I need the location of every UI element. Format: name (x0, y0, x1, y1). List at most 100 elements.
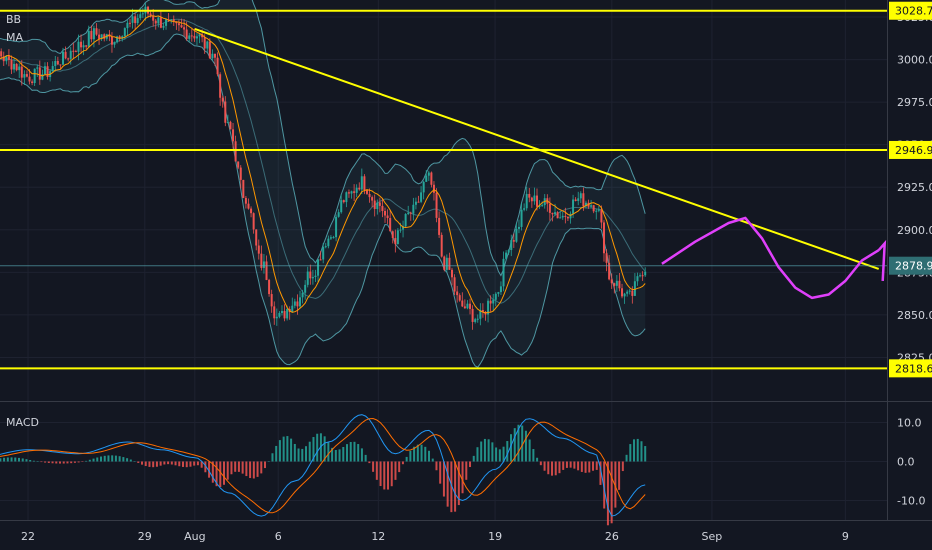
trendline (194, 27, 880, 270)
macd-histogram-bar (163, 461, 166, 465)
candle-body (479, 310, 482, 319)
ma-indicator-label[interactable]: MA (6, 31, 24, 44)
candle-body (376, 202, 379, 210)
macd-histogram-bar (319, 433, 322, 462)
macd-histogram-bar (543, 461, 546, 471)
macd-histogram-bar (211, 461, 214, 483)
candle-body (608, 262, 611, 280)
macd-histogram-bar (413, 446, 416, 462)
price-axis-tick-label: 2850.0 (897, 309, 932, 322)
macd-histogram-bar (573, 461, 576, 469)
macd-line (0, 414, 646, 517)
time-axis-tick-label: 22 (21, 530, 35, 543)
candle-body (165, 19, 168, 26)
candle-body (100, 34, 103, 39)
candle-body (641, 275, 644, 277)
macd-histogram-bar (122, 457, 125, 462)
candle-body (304, 284, 307, 293)
macd-histogram-bar (565, 461, 568, 468)
macd-histogram-bar (461, 461, 464, 494)
candle-body (13, 63, 16, 70)
macd-histogram-bar (178, 461, 181, 467)
candle-body (329, 237, 332, 239)
candle-body (90, 30, 93, 40)
candle-body (404, 213, 407, 227)
candle-body (87, 30, 90, 47)
candle-body (487, 300, 490, 315)
candle-body (268, 279, 271, 295)
candle-body (180, 25, 183, 28)
candle-body (242, 179, 245, 198)
time-axis-tick-label: 6 (275, 530, 282, 543)
candle-body (309, 271, 312, 279)
macd-histogram-bar (252, 461, 255, 479)
macd-histogram-bar (595, 461, 598, 470)
candle-body (270, 294, 273, 307)
macd-histogram-bar (0, 458, 2, 462)
macd-histogram-bar (77, 461, 80, 463)
candle-body (350, 191, 353, 194)
macd-histogram-bar (614, 461, 617, 508)
candle-body (584, 202, 587, 207)
candle-body (360, 176, 363, 190)
macd-histogram-bar (483, 438, 486, 462)
bb-indicator-label[interactable]: BB (6, 13, 22, 26)
candle-body (154, 20, 157, 24)
candle-body (23, 74, 26, 78)
macd-histogram-bar (480, 441, 483, 462)
macd-histogram-bar (133, 461, 136, 462)
macd-histogram-bar (588, 461, 591, 473)
candle-body (262, 261, 265, 268)
macd-histogram-bar (141, 461, 144, 465)
candle-body (36, 67, 39, 69)
candle-body (56, 60, 59, 65)
candle-body (62, 51, 65, 65)
macd-histogram-bar (394, 461, 397, 480)
macd-histogram-bar (551, 461, 554, 476)
candle-body (162, 25, 165, 28)
macd-histogram-bar (241, 461, 244, 474)
candle-body (232, 129, 235, 142)
candle-body (551, 212, 554, 215)
candle-body (481, 310, 484, 312)
macd-histogram-bar (193, 461, 196, 466)
macd-histogram-bar (383, 461, 386, 490)
macd-histogram-bar (558, 461, 561, 474)
candle-body (469, 303, 472, 309)
macd-histogram-bar (636, 438, 639, 462)
candle-body (296, 301, 299, 307)
candle-body (438, 217, 441, 235)
macd-histogram-bar (73, 461, 76, 463)
price-axis-tick-label: 2975.0 (897, 96, 932, 109)
candle-body (314, 275, 317, 277)
macd-indicator-label[interactable]: MACD (6, 416, 39, 429)
macd-histogram-bar (454, 461, 457, 512)
candle-body (342, 200, 345, 203)
candle-body (561, 215, 564, 218)
candle-body (244, 197, 247, 204)
macd-histogram-bar (96, 457, 99, 462)
macd-histogram-bar (599, 461, 602, 485)
candle-body (250, 208, 253, 214)
time-axis-tick-label: 9 (842, 530, 849, 543)
candle-body (602, 222, 605, 254)
level-price-tag-label: 2818.6 (895, 362, 932, 375)
macd-histogram-bar (223, 461, 226, 485)
macd-histogram-bar (129, 459, 132, 462)
macd-histogram-bar (6, 457, 9, 462)
candle-body (510, 240, 513, 251)
candle-body (536, 195, 539, 207)
candle-body (494, 293, 497, 300)
candle-body (355, 187, 358, 193)
candle-body (569, 213, 572, 219)
macd-histogram-bar (85, 460, 88, 462)
candle-body (381, 205, 384, 212)
macd-histogram-bar (513, 428, 516, 462)
macd-histogram-bar (18, 457, 21, 462)
candle-body (77, 41, 80, 52)
macd-histogram-bar (208, 461, 211, 478)
candle-body (610, 279, 613, 284)
candle-body (389, 218, 392, 232)
macd-histogram-bar (14, 457, 17, 462)
